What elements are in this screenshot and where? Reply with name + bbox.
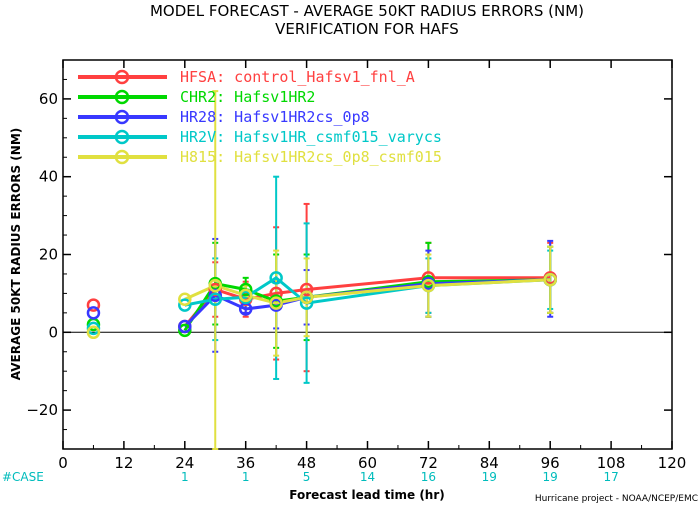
case-count: 14	[360, 470, 375, 484]
data-point-h815	[299, 290, 314, 305]
y-tick-label: 20	[39, 246, 58, 264]
case-counts: 1 1 5 14 16 19 19 17	[181, 470, 619, 484]
case-count: 17	[603, 470, 618, 484]
legend-label-chr2: CHR2: Hafsv1HR2	[180, 88, 315, 106]
x-tick-label: 24	[175, 454, 194, 472]
data-point-hr2v	[178, 298, 192, 312]
data-point-h815	[543, 273, 557, 287]
x-tick-label: 60	[358, 454, 377, 472]
x-axis: 0 12 24 36 48 60 72 84 96 108 120	[58, 60, 686, 472]
x-axis-label: Forecast lead time (hr)	[289, 488, 445, 502]
series-line-h815	[184, 278, 551, 305]
x-tick-label: 96	[541, 454, 560, 472]
series-markers	[86, 271, 557, 340]
case-count: 1	[242, 470, 250, 484]
x-tick-label: 120	[658, 454, 687, 472]
legend: HFSA: control_Hafsv1_fnl_A CHR2: Hafsv1HR…	[78, 68, 442, 166]
legend-label-hr2v: HR2V: Hafsv1HR_csmf015_varycs	[180, 128, 442, 146]
data-point-hfsa	[86, 298, 101, 312]
case-count: 19	[543, 470, 558, 484]
case-count: 1	[181, 470, 189, 484]
x-tick-label: 84	[480, 454, 499, 472]
legend-marker-chr2	[114, 89, 130, 105]
data-point-hr2v	[299, 296, 314, 310]
data-point-hr2v	[208, 292, 222, 306]
x-tick-label: 12	[114, 454, 133, 472]
legend-label-h815: H815: Hafsv1HR2cs_0p8_csmf015	[180, 148, 442, 166]
x-tick-label: 36	[236, 454, 255, 472]
data-point-h815	[269, 296, 283, 310]
data-point-chr2	[238, 282, 253, 297]
series-line-hfsa	[183, 276, 551, 328]
data-point-hr2v	[269, 271, 283, 285]
chart-title-line2: VERIFICATION FOR HAFS	[275, 20, 459, 38]
legend-marker-hr28	[114, 109, 130, 125]
y-tick-label: 60	[39, 90, 58, 108]
series-lines	[183, 275, 551, 332]
data-point-hr28	[178, 319, 192, 334]
x-tick-label: 0	[58, 454, 68, 472]
y-axis: −20 0 20 40 60	[26, 59, 672, 450]
credit-text: Hurricane project - NOAA/NCEP/EMC	[535, 494, 698, 504]
data-point-hr28	[86, 306, 101, 320]
x-tick-label: 72	[419, 454, 438, 472]
legend-label-hfsa: HFSA: control_Hafsv1_fnl_A	[180, 68, 415, 86]
chart-title-line1: MODEL FORECAST - AVERAGE 50KT RADIUS ERR…	[150, 2, 584, 20]
case-count: 5	[303, 470, 311, 484]
data-point-h815	[208, 278, 222, 293]
data-point-hfsa	[299, 282, 314, 297]
x-tick-label: 108	[597, 454, 626, 472]
legend-label-hr28: HR28: Hafsv1HR2cs_0p8	[180, 108, 370, 126]
y-tick-label: 0	[48, 323, 58, 341]
data-point-h815	[86, 325, 101, 340]
y-tick-label: −20	[26, 401, 58, 419]
data-point-h815	[238, 288, 253, 303]
legend-marker-hr2v	[114, 129, 130, 145]
legend-marker-hfsa	[114, 69, 130, 85]
data-point-h815	[421, 278, 436, 293]
legend-marker-h815	[114, 149, 130, 165]
data-point-h815	[178, 292, 192, 306]
x-tick-label: 48	[297, 454, 316, 472]
case-label: #CASE	[2, 470, 44, 484]
case-count: 16	[421, 470, 436, 484]
case-count: 19	[482, 470, 497, 484]
y-tick-label: 40	[39, 168, 58, 186]
y-axis-label: AVERAGE 50KT RADIUS ERRORS (NM)	[9, 128, 23, 380]
